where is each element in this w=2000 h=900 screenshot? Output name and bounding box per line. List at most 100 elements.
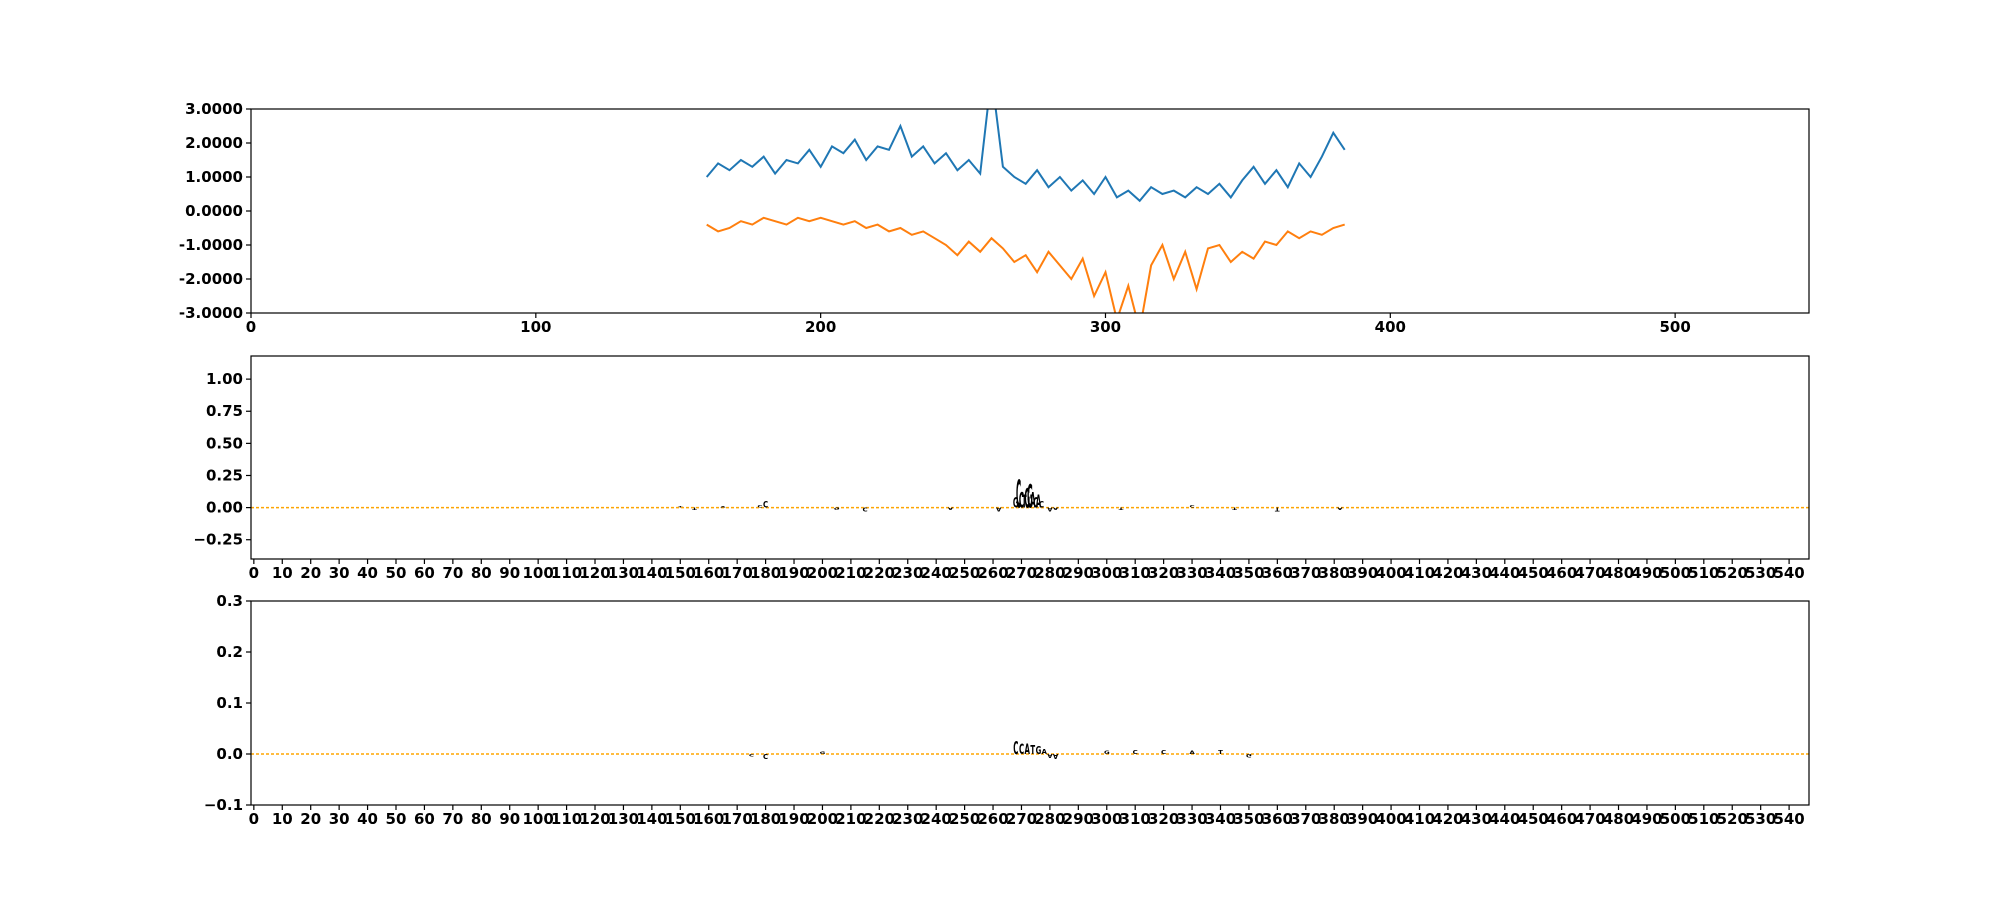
x-tick-label: 110 <box>551 810 582 828</box>
logo-letter: A <box>1047 752 1053 758</box>
x-tick-label: 230 <box>892 564 923 582</box>
logo-letter: C <box>1190 505 1195 509</box>
x-tick-label: 80 <box>471 564 492 582</box>
y-tick-label: -3.0000 <box>179 304 243 322</box>
x-tick-label: 260 <box>977 810 1008 828</box>
y-tick-label: 1.00 <box>206 370 243 388</box>
x-tick-label: 20 <box>300 810 321 828</box>
x-tick-label: 240 <box>921 564 952 582</box>
x-tick-label: 530 <box>1745 564 1776 582</box>
x-tick-label: 220 <box>864 810 895 828</box>
y-tick-label: 2.0000 <box>185 134 243 152</box>
x-tick-label: 270 <box>1006 564 1037 582</box>
x-tick-label: 540 <box>1773 810 1804 828</box>
x-tick-label: 330 <box>1176 564 1207 582</box>
x-tick-label: 40 <box>357 564 378 582</box>
x-tick-label: 320 <box>1148 564 1179 582</box>
x-tick-label: 60 <box>414 564 435 582</box>
x-tick-label: 130 <box>608 564 639 582</box>
logo-letter: A <box>1036 493 1042 513</box>
logo-letter: G <box>1024 483 1030 514</box>
x-tick-label: 200 <box>807 810 838 828</box>
x-tick-label: 350 <box>1233 810 1264 828</box>
y-tick-label: 0.1 <box>216 694 243 712</box>
x-tick-label: 390 <box>1347 810 1378 828</box>
x-tick-label: 160 <box>693 810 724 828</box>
x-tick-label: 50 <box>386 564 407 582</box>
x-tick-label: 530 <box>1745 810 1776 828</box>
x-tick-label: 210 <box>835 810 866 828</box>
logo-letter: G <box>1104 751 1110 755</box>
x-tick-label: 200 <box>807 564 838 582</box>
x-tick-label: 380 <box>1319 564 1350 582</box>
x-tick-label: 280 <box>1034 810 1065 828</box>
y-tick-label: −0.25 <box>193 531 243 549</box>
logo-letter: A <box>1024 741 1030 757</box>
logo-letter: T <box>1119 506 1124 510</box>
x-tick-label: 250 <box>949 564 980 582</box>
x-tick-label: 120 <box>579 810 610 828</box>
x-tick-label: 30 <box>329 810 350 828</box>
x-tick-label: 240 <box>921 810 952 828</box>
x-tick-label: 310 <box>1120 810 1151 828</box>
x-tick-label: 370 <box>1290 564 1321 582</box>
x-tick-label: 520 <box>1717 810 1748 828</box>
x-tick-label: 220 <box>864 564 895 582</box>
x-tick-label: 450 <box>1518 564 1549 582</box>
x-tick-label: 420 <box>1432 810 1463 828</box>
x-tick-label: 480 <box>1603 564 1634 582</box>
x-tick-label: 70 <box>442 810 463 828</box>
logo-letter: G <box>834 506 840 510</box>
x-tick-label: 390 <box>1347 564 1378 582</box>
logo-letter: A <box>1189 751 1195 755</box>
logo-letter: C <box>1039 500 1044 510</box>
x-tick-label: 500 <box>1659 318 1690 336</box>
x-tick-label: 80 <box>471 810 492 828</box>
x-tick-label: 0 <box>246 318 256 336</box>
x-tick-label: 470 <box>1574 810 1605 828</box>
x-tick-label: 70 <box>442 564 463 582</box>
x-tick-label: 400 <box>1375 810 1406 828</box>
y-tick-label: 0.00 <box>206 499 243 517</box>
x-tick-label: 200 <box>805 318 836 336</box>
logo-letter: C <box>1133 750 1139 756</box>
x-tick-label: 10 <box>272 810 293 828</box>
x-tick-label: 300 <box>1090 318 1121 336</box>
x-tick-label: 40 <box>357 810 378 828</box>
logo-letter: G <box>1246 753 1252 757</box>
x-tick-label: 410 <box>1404 810 1435 828</box>
line <box>706 216 1345 313</box>
x-tick-label: 450 <box>1518 810 1549 828</box>
logo-letter: G <box>1027 480 1033 516</box>
logo-letter: A <box>1053 752 1059 760</box>
x-tick-label: 540 <box>1773 564 1804 582</box>
x-tick-label: 20 <box>300 564 321 582</box>
x-tick-label: 500 <box>1660 810 1691 828</box>
x-tick-label: 490 <box>1631 810 1662 828</box>
x-tick-label: 460 <box>1546 810 1577 828</box>
y-tick-label: -1.0000 <box>179 236 243 254</box>
logo-letter: C <box>1019 487 1024 513</box>
x-tick-label: 440 <box>1489 564 1520 582</box>
x-tick-label: 300 <box>1091 810 1122 828</box>
x-tick-label: 0 <box>249 564 259 582</box>
logo-letter: A <box>996 506 1002 512</box>
x-tick-label: 360 <box>1262 810 1293 828</box>
logo-letter: C <box>763 500 768 510</box>
x-tick-label: 190 <box>778 810 809 828</box>
x-tick-label: 370 <box>1290 810 1321 828</box>
y-tick-label: 0.0 <box>216 745 243 763</box>
x-tick-label: 140 <box>636 564 667 582</box>
x-tick-label: 150 <box>665 810 696 828</box>
x-tick-label: 430 <box>1461 810 1492 828</box>
logo-letter: T <box>1275 506 1281 512</box>
logo-letter: C <box>1161 750 1167 756</box>
logo-letter: C <box>763 752 768 760</box>
x-tick-label: 30 <box>329 564 350 582</box>
x-tick-label: 100 <box>522 810 553 828</box>
logo-letter: A <box>1030 487 1036 513</box>
x-tick-label: 250 <box>949 810 980 828</box>
logo-letter: C <box>863 506 869 512</box>
x-tick-label: 490 <box>1631 564 1662 582</box>
logo-letter: T <box>1218 750 1224 756</box>
